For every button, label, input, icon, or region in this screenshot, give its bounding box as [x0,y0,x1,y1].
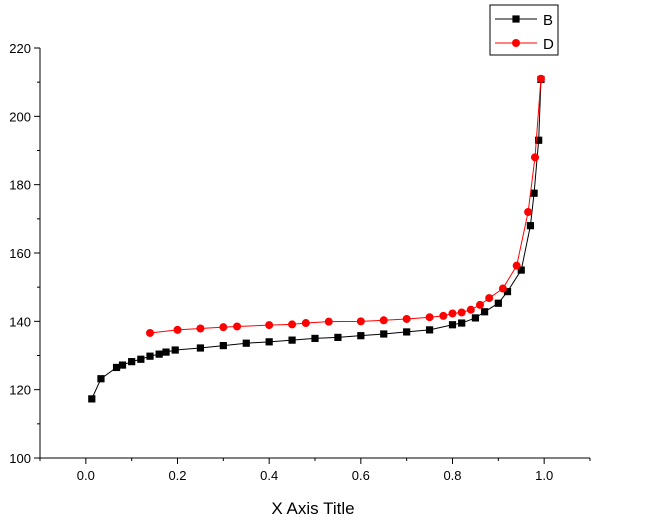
data-point-B [155,350,163,358]
data-point-B [97,375,105,383]
data-point-D [196,324,205,333]
data-point-D [466,305,475,314]
data-point-B [128,358,136,366]
x-tick-label: 0.6 [352,468,370,483]
data-point-D [233,322,242,331]
legend-label-D: D [543,36,554,53]
data-point-B [530,189,538,197]
data-point-B [357,332,365,340]
y-tick-label: 140 [9,314,31,329]
data-point-D [173,325,182,334]
data-point-D [524,208,533,216]
data-point-D [476,300,484,309]
data-point-D [324,317,333,326]
legend-marker-B [512,15,520,23]
data-point-B [242,339,250,347]
data-point-B [219,341,227,350]
y-tick-label: 120 [9,383,31,398]
data-point-D [356,317,365,326]
legend-marker-D [512,39,520,47]
data-point-D [265,321,274,330]
data-point-B [403,328,411,336]
data-point-D [498,284,507,293]
y-tick-label: 160 [9,246,31,261]
legend: BD [489,4,559,56]
data-point-D [288,320,297,329]
data-point-B [526,222,535,230]
data-point-B [448,321,457,329]
y-tick-label: 100 [9,451,31,466]
data-point-B [146,352,154,360]
data-point-B [196,344,205,352]
y-tick-label: 200 [9,109,31,124]
data-point-D [448,309,457,318]
x-axis: 0.0 0.2 0.4 0.6 0.8 1.0 [39,458,591,483]
data-point-B [480,308,489,316]
data-point-B [112,363,121,372]
data-point-B [265,338,273,346]
x-tick-label: 1.0 [535,468,553,483]
data-point-B [471,314,480,322]
series-layer [88,74,545,403]
x-tick-label: 0.0 [77,468,95,483]
data-point-B [88,395,96,403]
data-point-B [535,136,543,144]
data-point-B [171,346,179,354]
data-point-D [536,74,545,83]
data-point-D [425,313,434,322]
data-point-D [512,261,521,270]
data-point-D [301,319,310,328]
data-point-D [379,316,388,325]
data-point-B [311,334,319,343]
data-point-D [457,308,466,317]
data-point-B [503,288,512,296]
data-point-D [485,294,494,303]
legend-box [489,4,559,56]
data-point-B [118,361,127,369]
series-D [146,74,545,337]
plot-frame [39,48,590,459]
data-point-D [402,314,411,323]
data-point-B [517,266,525,274]
data-point-D [439,311,448,320]
data-point-B [334,333,342,341]
data-point-B [137,355,145,363]
data-point-B [380,330,388,338]
data-point-D [531,153,539,162]
x-tick-label: 0.2 [168,468,186,483]
x-axis-title: X Axis Title [271,499,354,518]
x-tick-label: 0.4 [260,468,278,483]
legend-label-B: B [543,12,553,29]
data-point-B [162,348,170,356]
series-line-D [149,78,542,334]
y-tick-label: 180 [9,178,31,193]
series-B [88,75,545,403]
data-point-D [219,323,228,332]
y-tick-label: 220 [9,41,31,56]
data-point-B [458,319,466,327]
data-point-D [146,328,154,337]
y-axis: 100 120 140 160 180 200 220 [9,41,40,466]
data-point-B [494,299,502,307]
x-tick-label: 0.8 [443,468,461,483]
data-point-B [425,326,434,334]
data-point-B [288,336,296,344]
